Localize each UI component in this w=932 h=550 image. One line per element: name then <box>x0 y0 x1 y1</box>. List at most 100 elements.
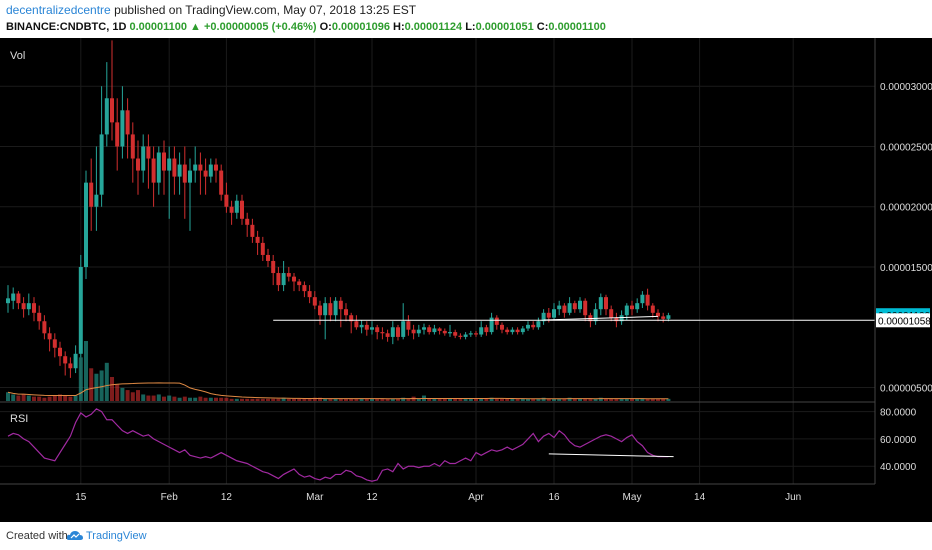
volume-bar <box>307 398 312 401</box>
candle-body <box>21 303 26 310</box>
price-tick-label: 0.00002000 <box>880 203 932 214</box>
volume-bar <box>333 398 338 401</box>
candle-body <box>557 305 562 310</box>
candle-body <box>427 327 432 333</box>
candle-body <box>63 356 68 364</box>
volume-bar <box>484 398 489 401</box>
rsi-axis[interactable]: 80.0000 60.0000 40.0000 <box>880 408 917 474</box>
volume-bar <box>276 398 281 401</box>
author-link[interactable]: decentralizedcentre <box>6 3 111 17</box>
volume-bar <box>297 398 302 401</box>
candle-body <box>593 309 598 322</box>
candle-body <box>120 110 125 147</box>
candle-body <box>130 134 135 159</box>
volume-bar <box>84 341 88 401</box>
candle-body <box>307 291 312 298</box>
candle-body <box>37 312 42 322</box>
candle-body <box>468 333 473 335</box>
volume-bar <box>338 398 343 401</box>
price-label-box <box>876 313 930 328</box>
volume-bar <box>203 397 208 401</box>
candle-body <box>229 206 234 213</box>
candle-body <box>510 329 515 333</box>
candle-body <box>515 329 520 333</box>
chart-background <box>0 38 932 522</box>
volume-bar <box>47 396 52 401</box>
candle-body <box>99 134 104 195</box>
candle-body <box>406 321 411 330</box>
volume-bar <box>73 395 78 401</box>
volume-bar <box>489 397 494 401</box>
low-label: L: <box>465 21 476 33</box>
candle-body <box>146 146 151 159</box>
volume-bar <box>515 398 520 401</box>
candle-body <box>125 110 130 135</box>
price-tick-label: 0.00001500 <box>880 263 932 274</box>
volume-bar <box>156 394 161 401</box>
candle-body <box>505 329 510 333</box>
volume-bar <box>505 398 510 401</box>
close-label: C: <box>536 21 549 33</box>
volume-bar <box>120 387 125 401</box>
candle-body <box>16 293 21 304</box>
candle-body <box>32 303 36 313</box>
candle-body <box>536 321 541 328</box>
tradingview-brand[interactable]: TradingView <box>86 530 147 542</box>
candle-body <box>474 333 478 335</box>
volume-bar <box>635 398 640 401</box>
candle-body <box>292 276 296 282</box>
candle-body <box>323 303 328 316</box>
volume-bar <box>479 398 484 401</box>
candle-body <box>281 273 286 286</box>
volume-bar <box>359 398 364 401</box>
volume-bar <box>141 394 146 401</box>
time-axis[interactable]: 15 Feb 12 Mar 12 Apr 16 May 14 Jun <box>75 492 801 503</box>
candle-body <box>11 293 16 301</box>
volume-bar <box>474 398 478 401</box>
volume-bar <box>619 398 624 401</box>
candle-body <box>328 303 333 316</box>
tradingview-cloud-icon <box>66 531 83 540</box>
candle-body <box>562 305 567 313</box>
volume-bar <box>89 368 94 401</box>
candle-body <box>458 335 463 337</box>
chart-area[interactable]: 0.00003000 0.00002500 0.00002000 0.00001500… <box>0 38 932 522</box>
price-axis[interactable]: 0.00003000 0.00002500 0.00002000 0.00001500… <box>880 82 932 394</box>
rsi-tick-label: 40.0000 <box>880 462 917 473</box>
created-with-text: Created with <box>6 530 68 542</box>
volume-bar <box>448 398 452 401</box>
candle-body <box>338 300 343 310</box>
volume-bar <box>63 395 68 401</box>
volume-bar <box>6 392 10 401</box>
candle-body <box>624 305 629 316</box>
volume-bar <box>281 397 286 401</box>
candle-body <box>609 309 614 318</box>
volume-bar <box>344 398 348 401</box>
volume-bar <box>427 398 432 401</box>
candle-body <box>78 267 83 354</box>
close-value: 0.00001100 <box>548 21 606 33</box>
candle-body <box>650 305 655 313</box>
candle-body <box>453 332 458 336</box>
support-trend-line <box>543 315 659 321</box>
candle-body <box>167 158 172 171</box>
candle-body <box>526 324 530 329</box>
volume-bar <box>510 398 515 401</box>
volume-bar <box>193 397 198 401</box>
volume-bar <box>437 398 442 401</box>
time-tick-label: 12 <box>221 492 233 503</box>
volume-bar <box>115 384 120 401</box>
volume-bar <box>541 397 546 401</box>
candle-body <box>312 297 317 306</box>
volume-bar <box>167 395 172 401</box>
candle-body <box>255 236 260 243</box>
candle-body <box>52 339 57 348</box>
volume-bar <box>375 398 380 401</box>
candle-body <box>520 328 525 333</box>
candle-body <box>110 98 114 123</box>
candle-body <box>214 164 218 171</box>
candle-body <box>276 273 281 286</box>
volume-bar <box>104 362 109 401</box>
candle-body <box>364 324 369 330</box>
